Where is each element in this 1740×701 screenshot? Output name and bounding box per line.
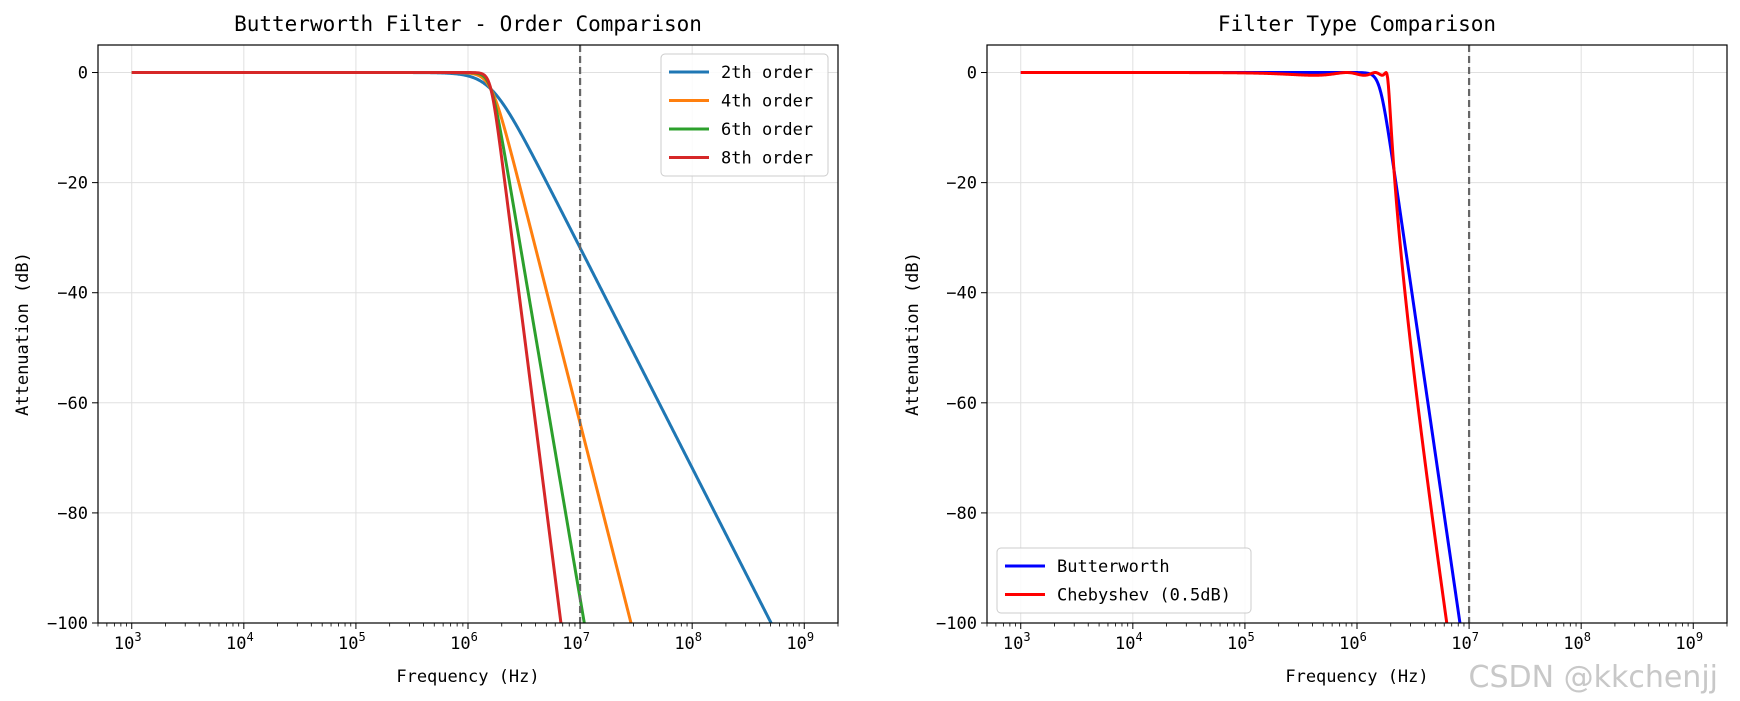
x-tick-base: 10 [1115, 634, 1135, 654]
chart-order-comparison: Butterworth Filter - Order Comparison Fr… [13, 12, 839, 687]
plot-frame [986, 44, 1728, 624]
series-line-8th-order [130, 71, 563, 623]
x-tick-exponent: 7 [583, 630, 590, 644]
x-tick-exponent: 6 [1360, 630, 1367, 644]
x-tick-base: 10 [674, 634, 694, 654]
series-line-chebyshev-0-5db- [1019, 71, 1449, 623]
x-axis-label: Frequency (Hz) [396, 667, 539, 687]
y-tick-label: 0 [967, 64, 977, 84]
x-tick-base: 10 [450, 634, 470, 654]
x-tick-base: 10 [1675, 634, 1695, 654]
x-tick-exponent: 5 [359, 630, 366, 644]
legend: Butterworth Chebyshev (0.5dB) [996, 547, 1252, 614]
x-tick-base: 10 [338, 634, 358, 654]
chart-title: Butterworth Filter - Order Comparison [234, 12, 702, 36]
x-tick-label: 107 [1451, 630, 1479, 654]
legend-label: Chebyshev (0.5dB) [1057, 586, 1231, 606]
x-tick-label: 104 [1115, 630, 1143, 654]
x-tick-label: 109 [786, 630, 814, 654]
x-tick-base: 10 [1339, 634, 1359, 654]
y-axis-label: Attenuation (dB) [903, 252, 923, 416]
x-tick-base: 10 [226, 634, 246, 654]
y-tick-label: −100 [47, 614, 88, 634]
y-tick-label: −40 [57, 284, 88, 304]
x-tick-label: 103 [114, 630, 142, 654]
legend-box [996, 547, 1252, 614]
legend-box [660, 53, 829, 177]
x-tick-exponent: 8 [1584, 630, 1591, 644]
x-tick-base: 10 [1227, 634, 1247, 654]
chart-type-comparison: Filter Type Comparison Frequency (Hz) At… [903, 12, 1728, 687]
y-tick-label: 0 [78, 64, 88, 84]
legend-label: 6th order [721, 120, 813, 140]
y-axis-label: Attenuation (dB) [13, 252, 33, 416]
x-tick-exponent: 3 [134, 630, 141, 644]
plot-frame [97, 44, 839, 624]
x-tick-label: 104 [226, 630, 254, 654]
x-tick-exponent: 4 [1135, 630, 1142, 644]
legend: 2th order 4th order 6th order 8th order [660, 53, 829, 177]
x-axis-label: Frequency (Hz) [1285, 667, 1428, 687]
x-tick-exponent: 9 [1696, 630, 1703, 644]
y-tick-label: −100 [936, 614, 977, 634]
y-tick-label: −60 [946, 394, 977, 414]
x-tick-base: 10 [786, 634, 806, 654]
chart-title: Filter Type Comparison [1218, 12, 1496, 36]
y-tick-label: −80 [946, 504, 977, 524]
x-tick-label: 105 [1227, 630, 1255, 654]
y-tick-label: −40 [946, 284, 977, 304]
x-tick-label: 109 [1675, 630, 1703, 654]
x-tick-label: 107 [562, 630, 590, 654]
x-tick-base: 10 [114, 634, 134, 654]
watermark-text: CSDN @kkchenjj [1468, 660, 1718, 695]
x-tick-base: 10 [562, 634, 582, 654]
x-tick-label: 106 [450, 630, 478, 654]
x-tick-exponent: 8 [695, 630, 702, 644]
x-tick-exponent: 3 [1023, 630, 1030, 644]
x-tick-base: 10 [1563, 634, 1583, 654]
y-tick-label: −80 [57, 504, 88, 524]
legend-label: 8th order [721, 149, 813, 169]
y-tick-label: −20 [57, 174, 88, 194]
x-tick-label: 108 [674, 630, 702, 654]
x-tick-exponent: 7 [1472, 630, 1479, 644]
x-tick-label: 103 [1003, 630, 1031, 654]
x-tick-label: 106 [1339, 630, 1367, 654]
x-tick-exponent: 4 [246, 630, 253, 644]
y-tick-label: −20 [946, 174, 977, 194]
x-tick-label: 105 [338, 630, 366, 654]
x-tick-exponent: 6 [471, 630, 478, 644]
x-tick-exponent: 5 [1248, 630, 1255, 644]
y-tick-label: −60 [57, 394, 88, 414]
legend-label: Butterworth [1057, 557, 1170, 577]
legend-label: 2th order [721, 63, 813, 83]
x-tick-base: 10 [1003, 634, 1023, 654]
x-tick-label: 108 [1563, 630, 1591, 654]
legend-label: 4th order [721, 92, 813, 112]
x-tick-base: 10 [1451, 634, 1471, 654]
x-tick-exponent: 9 [807, 630, 814, 644]
